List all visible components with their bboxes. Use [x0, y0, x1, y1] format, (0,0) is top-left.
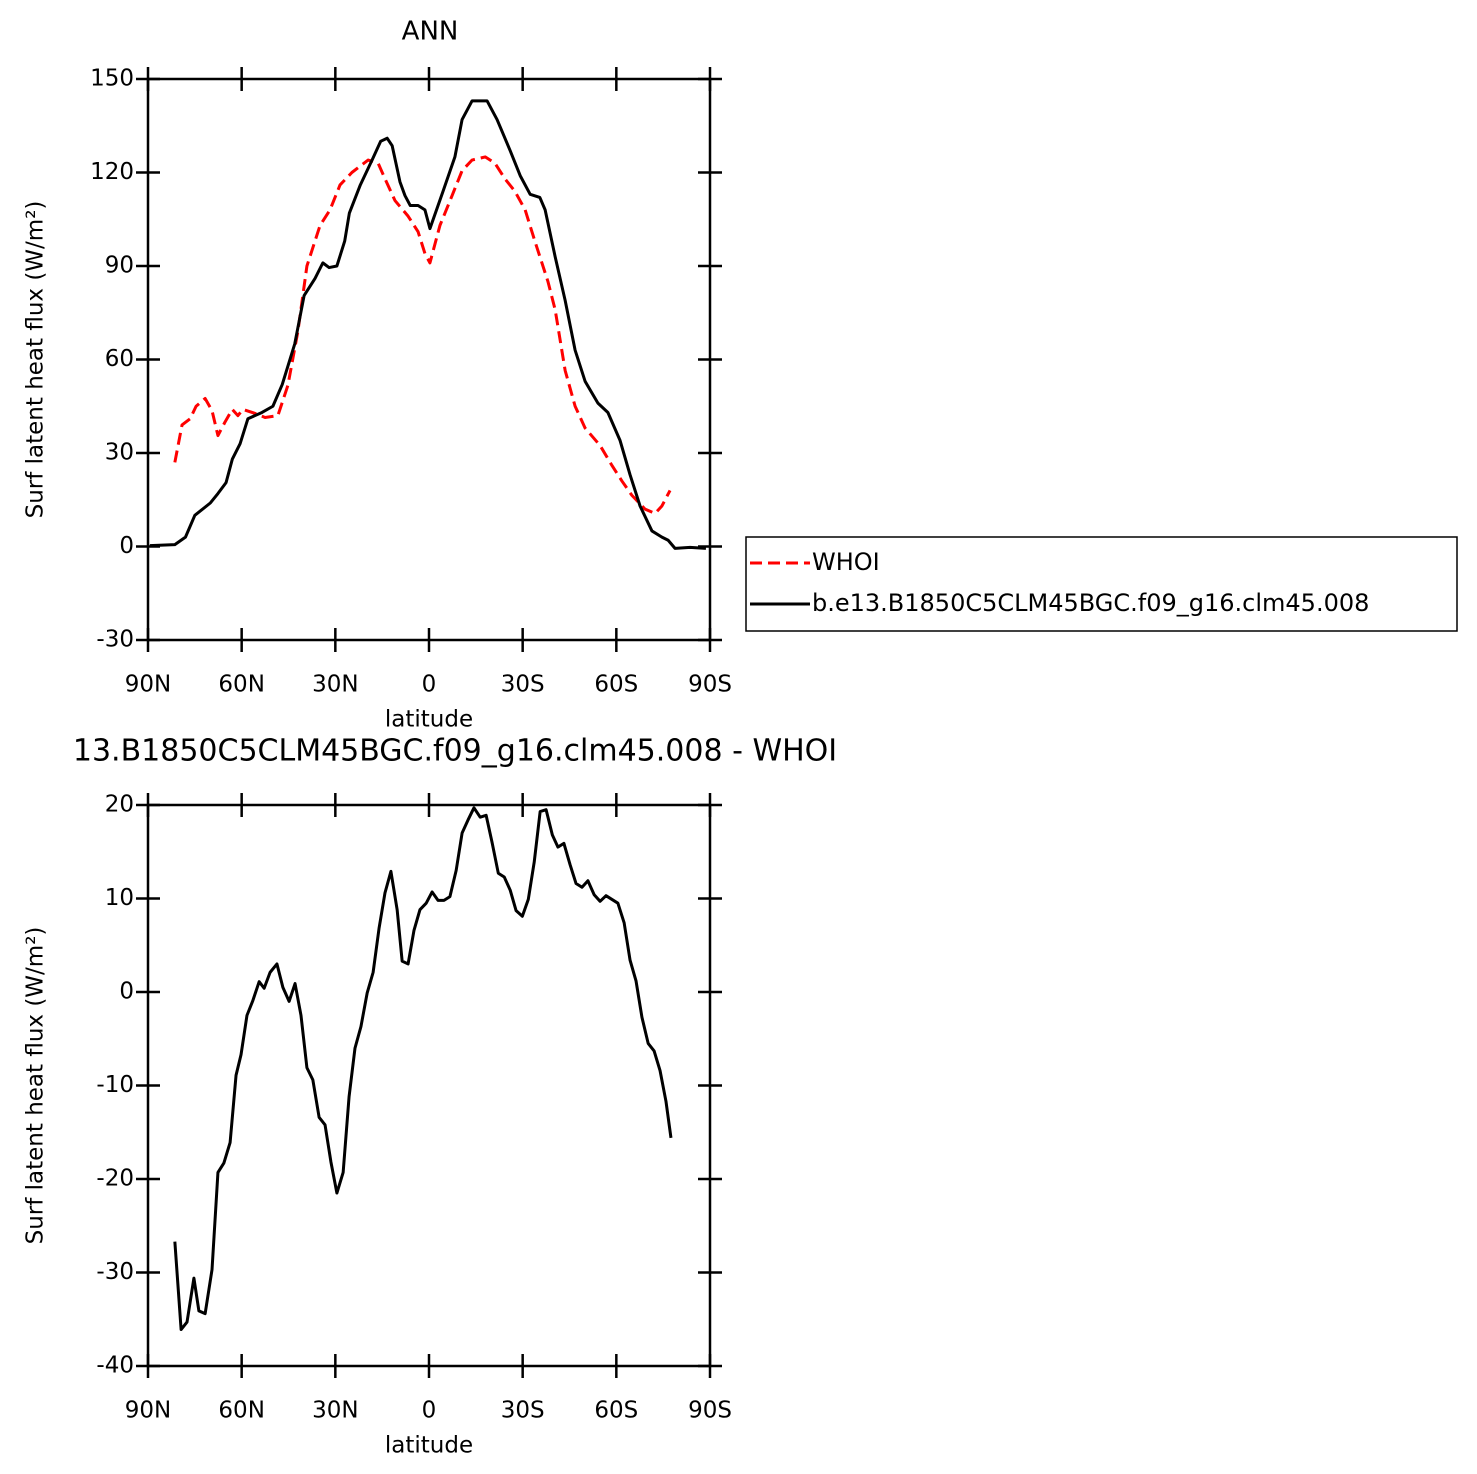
legend-label: b.e13.B1850C5CLM45BGC.f09_g16.clm45.008 [812, 589, 1369, 617]
y-axis-label: Surf latent heat flux (W/m²) [23, 201, 49, 519]
legend-label: WHOI [812, 548, 880, 576]
x-tick-label: 90S [688, 1398, 732, 1424]
y-tick-label: 0 [119, 979, 134, 1005]
y-tick-label: 120 [90, 159, 134, 185]
x-axis-label: latitude [385, 707, 473, 733]
plot-frame [146, 77, 712, 642]
x-tick-label: 30S [501, 1398, 545, 1424]
y-tick-label: 30 [105, 440, 134, 466]
x-tick-label: 30S [501, 672, 545, 698]
data-line [173, 155, 672, 515]
y-tick-label: -10 [96, 1072, 134, 1098]
x-tick-label: 30N [312, 1398, 358, 1424]
y-tick-label: 0 [119, 533, 134, 559]
x-tick-label: 90S [688, 672, 732, 698]
x-tick-label: 0 [422, 672, 437, 698]
chart-title: ANN [402, 17, 459, 47]
data-line [149, 99, 707, 550]
y-tick-label: -40 [96, 1353, 134, 1379]
y-tick-label: 60 [105, 346, 134, 372]
x-tick-label: 60S [594, 672, 638, 698]
y-tick-label: -30 [96, 627, 134, 653]
y-tick-label: -20 [96, 1166, 134, 1192]
x-tick-label: 60S [594, 1398, 638, 1424]
chart-title: 13.B1850C5CLM45BGC.f09_g16.clm45.008 - W… [73, 734, 837, 769]
y-tick-label: 20 [105, 792, 134, 818]
y-axis-label: Surf latent heat flux (W/m²) [23, 927, 49, 1245]
y-tick-label: -30 [96, 1259, 134, 1285]
x-tick-label: 60N [218, 1398, 264, 1424]
y-tick-label: 90 [105, 253, 134, 279]
x-tick-label: 60N [218, 672, 264, 698]
x-axis-label: latitude [385, 1433, 473, 1459]
x-tick-label: 90N [125, 1398, 171, 1424]
data-line [173, 806, 673, 1332]
plot-frame [146, 803, 712, 1368]
y-tick-label: 10 [105, 885, 134, 911]
x-tick-label: 30N [312, 672, 358, 698]
y-tick-label: 150 [90, 66, 134, 92]
x-tick-label: 0 [422, 1398, 437, 1424]
legend-box [745, 536, 1458, 632]
x-tick-label: 90N [125, 672, 171, 698]
